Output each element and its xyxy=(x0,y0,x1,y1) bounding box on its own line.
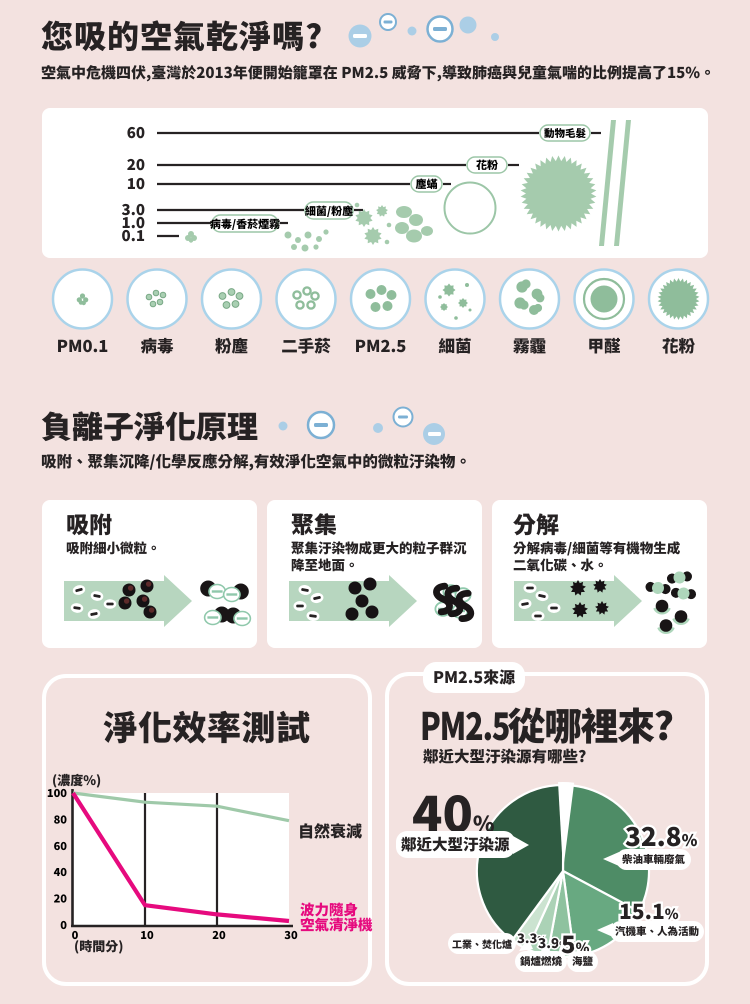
svg-text:10: 10 xyxy=(140,927,154,943)
svg-text:病毒/香菸煙霧: 病毒/香菸煙霧 xyxy=(210,216,280,232)
svg-text:花粉: 花粉 xyxy=(662,333,696,357)
svg-text:病毒: 病毒 xyxy=(141,333,175,357)
svg-text:20: 20 xyxy=(54,891,68,907)
svg-text:40: 40 xyxy=(54,864,68,880)
svg-text:細菌/粉塵: 細菌/粉塵 xyxy=(305,203,353,219)
svg-text:20: 20 xyxy=(212,927,226,943)
svg-text:粉塵: 粉塵 xyxy=(215,333,249,357)
svg-text:0: 0 xyxy=(60,917,67,933)
svg-text:100: 100 xyxy=(47,785,67,801)
svg-text:60: 60 xyxy=(127,122,145,143)
svg-text:二手菸: 二手菸 xyxy=(281,333,331,357)
svg-text:霧霾: 霧霾 xyxy=(513,333,546,357)
svg-text:10: 10 xyxy=(127,173,145,194)
svg-text:3.0: 3.0 xyxy=(121,199,145,220)
svg-text:20: 20 xyxy=(127,154,145,175)
svg-text:30: 30 xyxy=(284,927,298,943)
svg-text:0: 0 xyxy=(72,927,79,943)
svg-text:動物毛髮: 動物毛髮 xyxy=(544,126,586,141)
svg-text:60: 60 xyxy=(54,838,68,854)
svg-text:PM2.5: PM2.5 xyxy=(355,333,407,357)
svg-text:PM0.1: PM0.1 xyxy=(57,333,109,357)
svg-text:0.1: 0.1 xyxy=(121,225,145,246)
svg-text:1.0: 1.0 xyxy=(121,212,145,233)
svg-text:塵蟎: 塵蟎 xyxy=(416,176,438,192)
svg-text:細菌: 細菌 xyxy=(439,333,472,357)
svg-text:花粉: 花粉 xyxy=(476,157,498,173)
svg-text:甲醛: 甲醛 xyxy=(588,333,622,357)
svg-text:80: 80 xyxy=(54,811,68,827)
